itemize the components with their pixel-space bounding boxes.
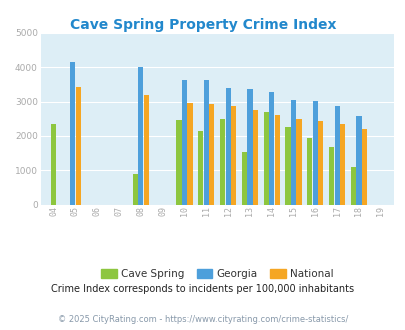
Bar xyxy=(70,62,75,205)
Bar xyxy=(339,124,344,205)
Bar xyxy=(225,88,230,205)
Bar xyxy=(361,129,366,205)
Bar xyxy=(187,103,192,205)
Bar xyxy=(263,112,268,205)
Bar xyxy=(307,138,312,205)
Bar xyxy=(220,119,225,205)
Bar xyxy=(241,152,247,205)
Bar xyxy=(198,131,203,205)
Bar xyxy=(230,106,236,205)
Bar xyxy=(176,120,181,205)
Bar xyxy=(312,101,317,205)
Legend: Cave Spring, Georgia, National: Cave Spring, Georgia, National xyxy=(96,265,337,283)
Bar xyxy=(209,104,214,205)
Bar xyxy=(75,86,81,205)
Bar xyxy=(252,110,257,205)
Bar xyxy=(143,95,149,205)
Bar xyxy=(181,80,187,205)
Bar xyxy=(296,119,301,205)
Text: Crime Index corresponds to incidents per 100,000 inhabitants: Crime Index corresponds to incidents per… xyxy=(51,284,354,294)
Bar xyxy=(350,167,355,205)
Bar xyxy=(132,174,138,205)
Bar xyxy=(274,115,279,205)
Bar xyxy=(247,89,252,205)
Bar xyxy=(318,120,322,205)
Bar xyxy=(290,100,295,205)
Bar xyxy=(51,124,56,205)
Bar xyxy=(356,116,360,205)
Bar xyxy=(269,92,274,205)
Text: Cave Spring Property Crime Index: Cave Spring Property Crime Index xyxy=(70,18,335,32)
Bar xyxy=(334,106,339,205)
Bar xyxy=(203,80,209,205)
Text: © 2025 CityRating.com - https://www.cityrating.com/crime-statistics/: © 2025 CityRating.com - https://www.city… xyxy=(58,315,347,324)
Bar xyxy=(138,67,143,205)
Bar xyxy=(328,147,333,205)
Bar xyxy=(285,127,290,205)
